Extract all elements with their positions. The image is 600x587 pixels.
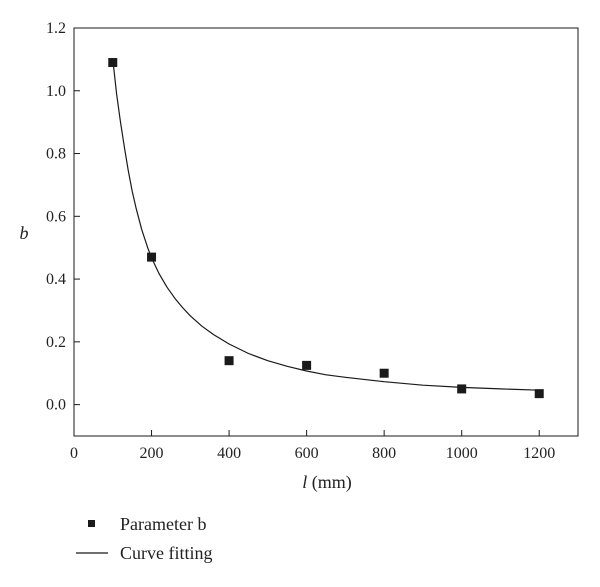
data-point-parameter-b	[534, 389, 544, 399]
y-tick-label: 0.4	[46, 271, 66, 288]
x-axis-label-unit: (mm)	[307, 472, 352, 493]
x-tick-label: 600	[295, 445, 319, 462]
x-tick-label: 200	[140, 445, 164, 462]
x-tick-label: 800	[372, 445, 396, 462]
y-tick-label: 0.2	[46, 334, 66, 351]
legend-marker-parameter-b	[88, 520, 95, 527]
y-axis: 0.0 0.2 0.4 0.6 0.8 1.0 1.2	[46, 20, 80, 414]
data-point-parameter-b	[147, 252, 157, 262]
x-axis-label: l (mm)	[302, 472, 352, 493]
y-tick-label: 0.0	[46, 397, 66, 414]
curve-fitting-line	[112, 59, 540, 391]
y-tick-label: 1.0	[46, 83, 66, 100]
legend: Parameter b Curve fitting	[76, 514, 213, 563]
y-axis-label: b	[20, 223, 29, 243]
y-tick-label: 0.8	[46, 146, 66, 163]
x-axis: 0 200 400 600 800 1000 1200	[70, 430, 555, 462]
y-tick-label: 1.2	[46, 20, 66, 37]
data-point-parameter-b	[379, 368, 389, 378]
x-tick-label: 1200	[523, 445, 555, 462]
plot-border	[73, 27, 579, 437]
data-point-parameter-b	[224, 356, 234, 366]
legend-label-curve-fitting: Curve fitting	[120, 543, 213, 563]
data-point-parameter-b	[108, 58, 118, 68]
x-tick-label: 400	[217, 445, 241, 462]
legend-label-parameter-b: Parameter b	[120, 514, 206, 534]
x-tick-label: 1000	[446, 445, 478, 462]
data-point-parameter-b	[302, 360, 312, 370]
x-axis-label-symbol: l	[302, 472, 307, 492]
data-point-parameter-b	[457, 384, 467, 394]
x-tick-label: 0	[70, 445, 78, 462]
plot-frame	[73, 27, 579, 437]
y-tick-label: 0.6	[46, 208, 66, 225]
plot-area	[108, 58, 544, 399]
